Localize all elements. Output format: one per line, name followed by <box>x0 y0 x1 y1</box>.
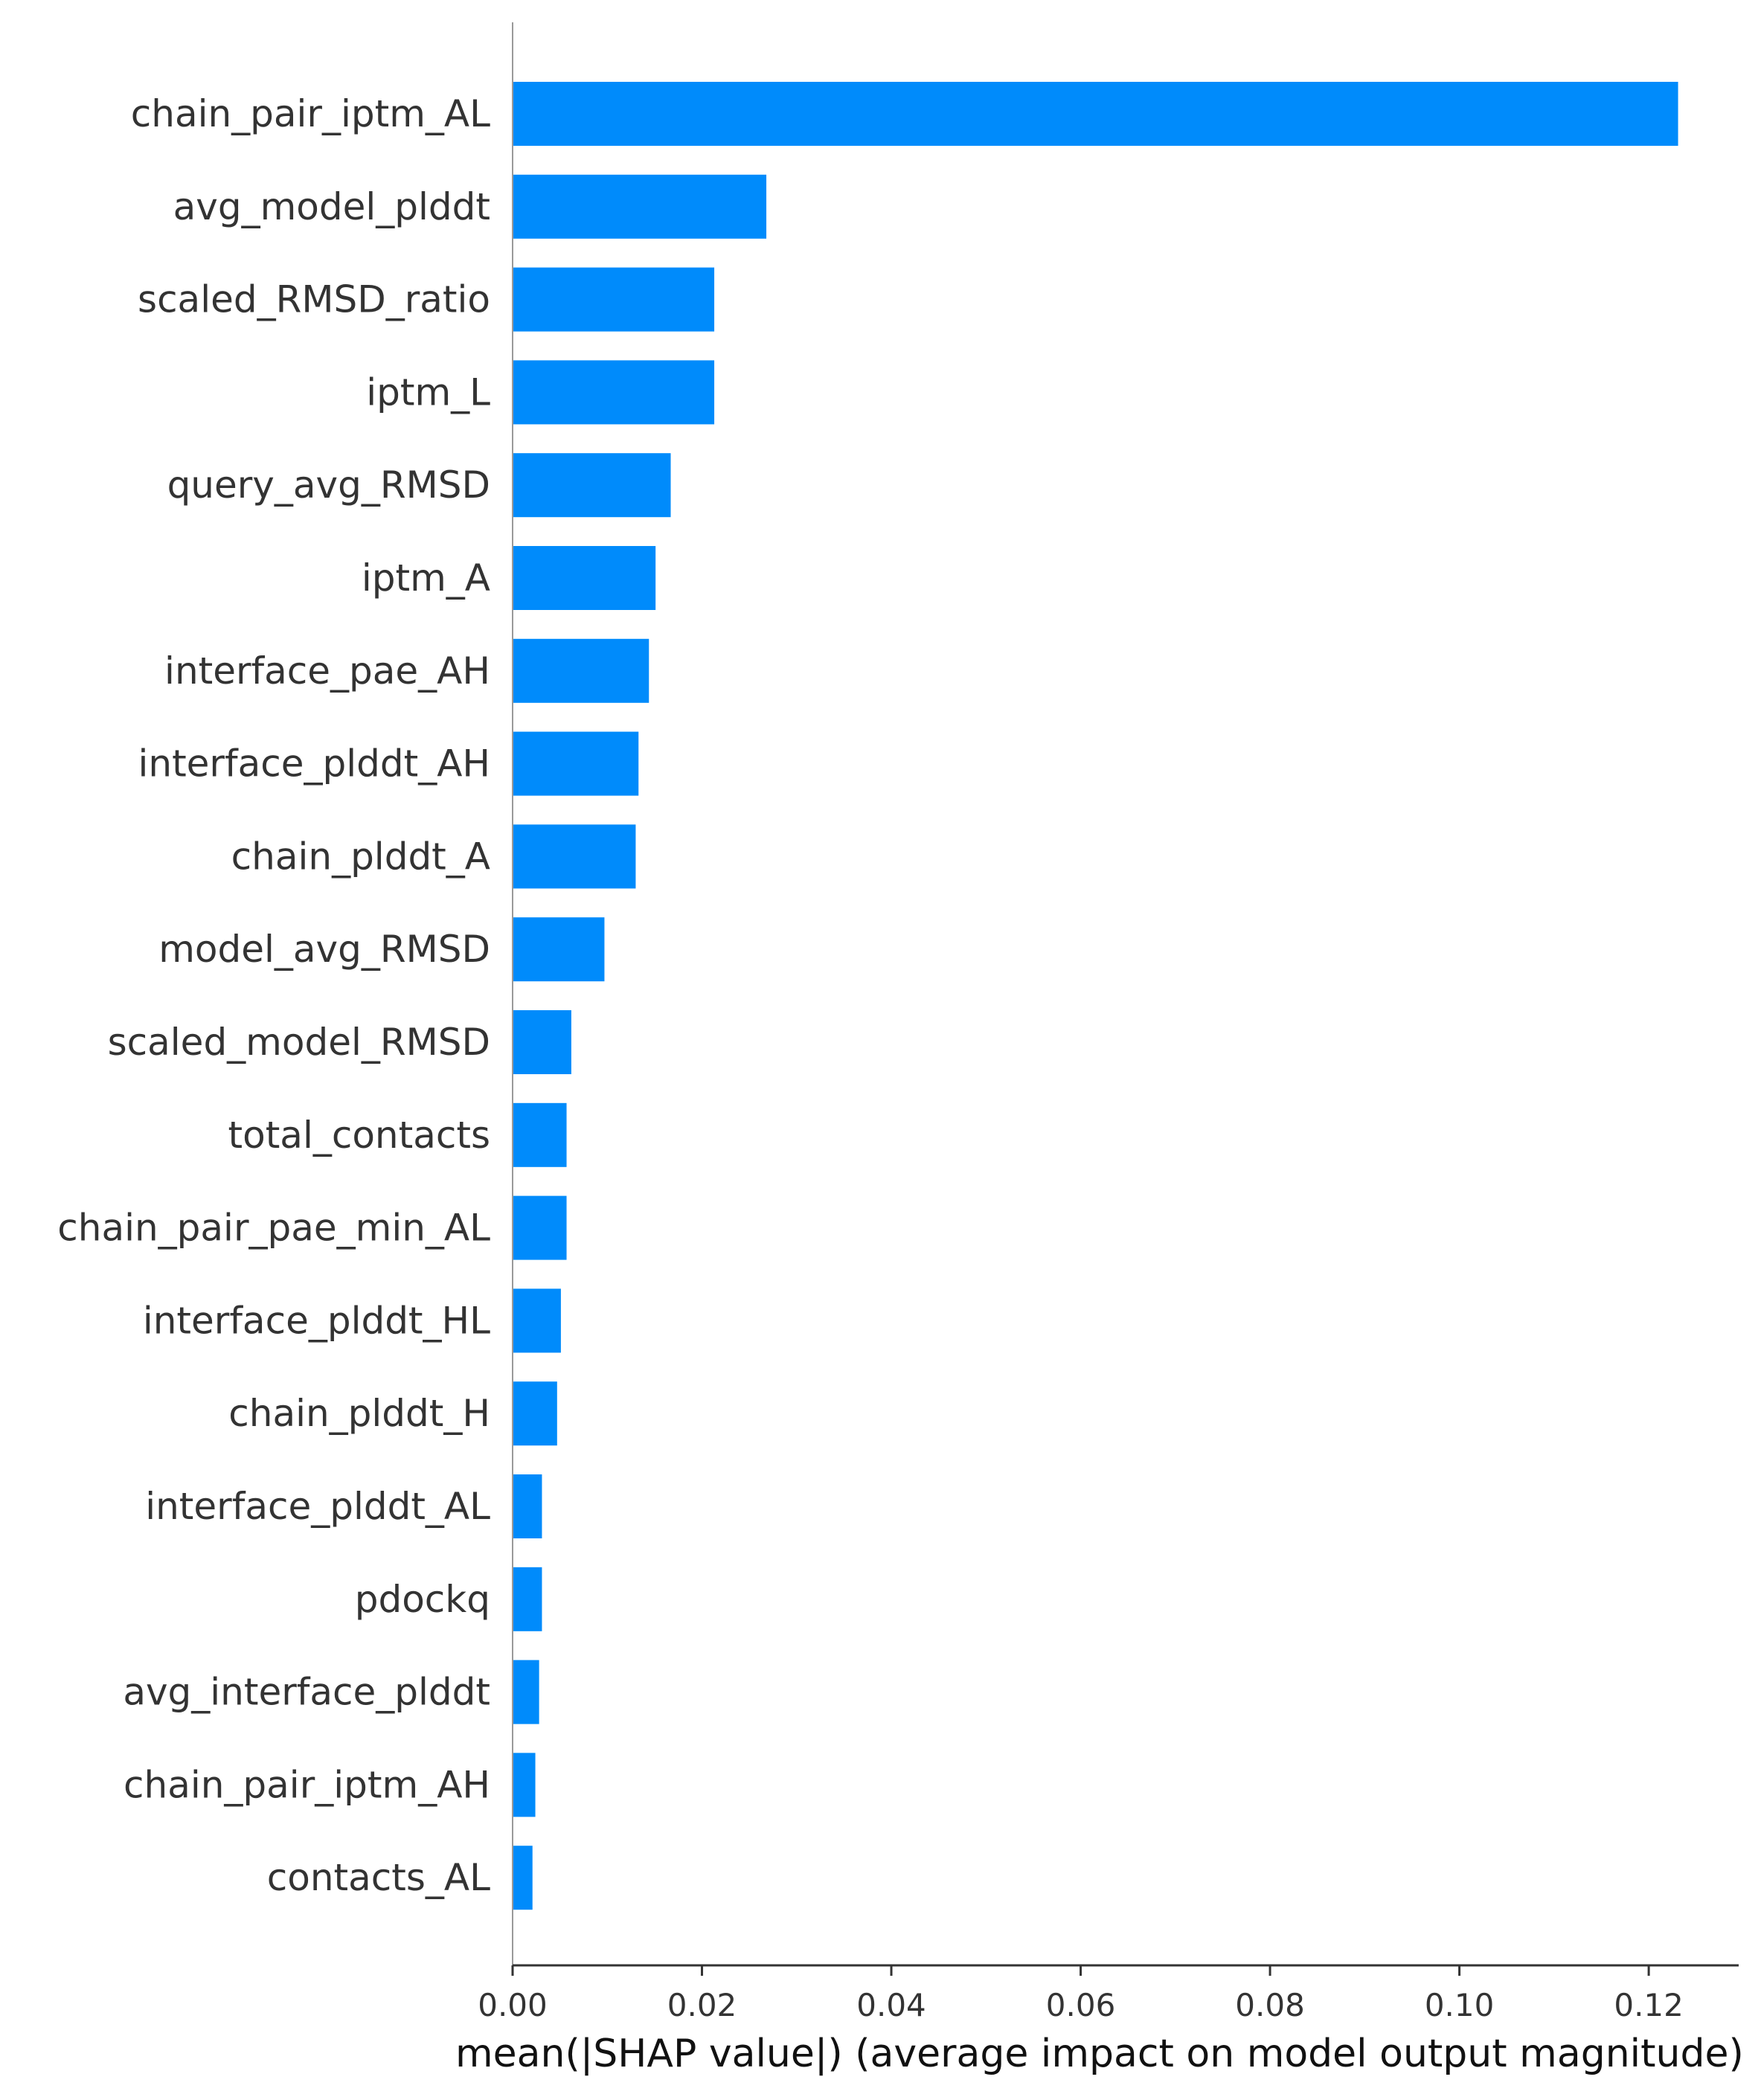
category-label: chain_pair_pae_min_AL <box>57 1207 490 1250</box>
bar-pdockq <box>513 1567 542 1631</box>
category-label: contacts_AL <box>267 1856 490 1899</box>
x-tick-label: 0.08 <box>1235 1987 1305 2023</box>
bar-avg_model_plddt <box>513 174 767 239</box>
category-label: model_avg_RMSD <box>158 928 490 971</box>
category-label: chain_pair_iptm_AL <box>131 92 490 135</box>
bar-interface_pae_AH <box>513 638 649 703</box>
category-label: chain_plddt_H <box>228 1392 490 1435</box>
bar-scaled_model_RMSD <box>513 1010 571 1074</box>
bar-total_contacts <box>513 1102 567 1167</box>
category-label: scaled_model_RMSD <box>108 1021 490 1064</box>
x-axis-label: mean(|SHAP value|) (average impact on mo… <box>455 2032 1744 2076</box>
x-tick-label: 0.00 <box>478 1987 548 2023</box>
category-label: interface_pae_AH <box>164 649 490 693</box>
bar-interface_plddt_HL <box>513 1288 561 1353</box>
category-label: interface_plddt_AL <box>145 1485 490 1528</box>
bar-interface_plddt_AL <box>513 1474 542 1538</box>
bar-query_avg_RMSD <box>513 453 671 518</box>
bar-chain_plddt_H <box>513 1381 557 1446</box>
category-label: interface_plddt_HL <box>143 1299 490 1342</box>
bar-iptm_L <box>513 360 715 425</box>
category-label: avg_interface_plddt <box>123 1671 490 1714</box>
category-label: chain_pair_iptm_AH <box>124 1763 490 1806</box>
category-label: avg_model_plddt <box>173 185 490 228</box>
category-label: scaled_RMSD_ratio <box>138 278 490 321</box>
category-label: pdockq <box>355 1578 490 1621</box>
category-labels-group: chain_pair_iptm_AL avg_model_plddt scaled_… <box>57 92 490 1899</box>
category-label: iptm_L <box>366 370 490 414</box>
bar-avg_interface_plddt <box>513 1660 539 1724</box>
bar-chain_pair_iptm_AH <box>513 1753 536 1817</box>
bar-interface_plddt_AH <box>513 731 639 796</box>
bars-group <box>513 82 1678 1910</box>
bar-chain_pair_iptm_AL <box>513 82 1678 146</box>
bar-chain_plddt_A <box>513 824 636 889</box>
x-ticks-group: 0.00 0.02 0.04 0.06 0.08 0.10 0.12 <box>478 1965 1684 2023</box>
bar-contacts_AL <box>513 1846 533 1910</box>
category-label: interface_plddt_AH <box>138 742 490 786</box>
bar-scaled_RMSD_ratio <box>513 267 715 332</box>
category-label: total_contacts <box>228 1114 491 1157</box>
bar-model_avg_RMSD <box>513 917 605 982</box>
x-tick-label: 0.02 <box>667 1987 737 2023</box>
bar-iptm_A <box>513 546 656 610</box>
x-tick-label: 0.10 <box>1425 1987 1495 2023</box>
bar-chain_pair_pae_min_AL <box>513 1195 567 1260</box>
category-label: query_avg_RMSD <box>167 463 490 507</box>
x-tick-label: 0.06 <box>1046 1987 1116 2023</box>
x-tick-label: 0.04 <box>856 1987 926 2023</box>
x-tick-label: 0.12 <box>1614 1987 1684 2023</box>
category-label: iptm_A <box>362 556 490 600</box>
category-label: chain_plddt_A <box>231 835 490 878</box>
